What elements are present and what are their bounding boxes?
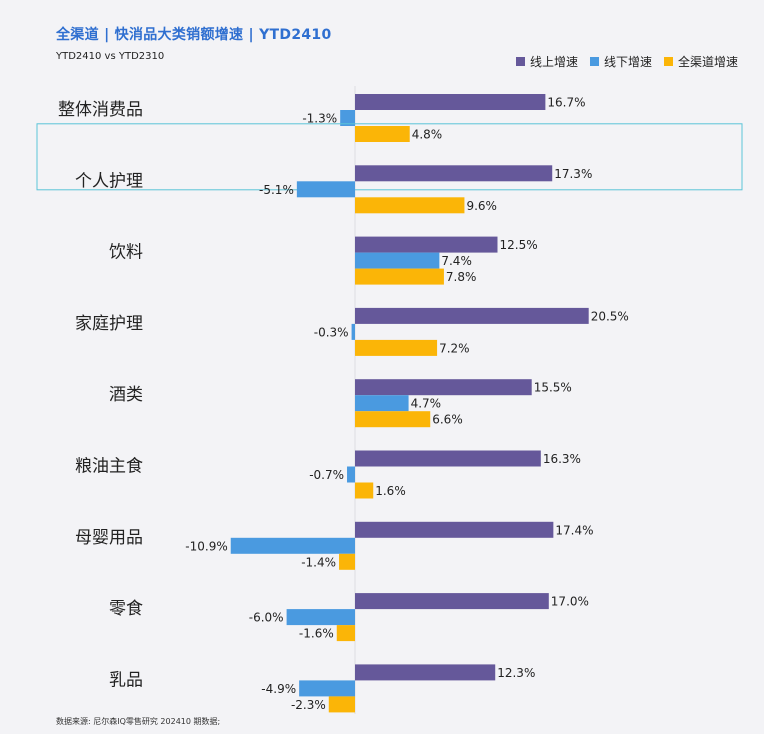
data-label-all-channel: 7.2% — [439, 341, 470, 355]
data-label-offline: -5.1% — [259, 183, 294, 197]
data-label-all-channel: -2.3% — [291, 698, 326, 712]
category-label: 个人护理 — [75, 171, 143, 191]
data-label-all-channel: 9.6% — [466, 199, 497, 213]
bar-online — [355, 165, 553, 182]
legend-swatch-offline — [589, 57, 599, 66]
legend: 线上增速 线下增速 全渠道增速 — [515, 53, 738, 70]
data-label-online: 16.7% — [547, 96, 585, 110]
data-label-online: 16.3% — [543, 452, 581, 466]
data-label-all-channel: 4.8% — [412, 128, 443, 142]
data-label-online: 20.5% — [591, 309, 629, 323]
data-label-online: 17.4% — [555, 523, 593, 537]
bar-all-channel — [355, 197, 465, 214]
bar-all-channel — [336, 625, 355, 642]
bar-all-channel — [339, 553, 355, 570]
legend-label-online: 线上增速 — [529, 55, 578, 69]
data-label-online: 15.5% — [534, 381, 572, 395]
legend-item-online: 线上增速 — [515, 53, 578, 70]
data-label-offline: 7.4% — [441, 254, 472, 268]
legend-item-all-channel: 全渠道增速 — [663, 53, 738, 70]
legend-item-offline: 线下增速 — [589, 53, 652, 70]
legend-label-all-channel: 全渠道增速 — [677, 55, 738, 69]
data-label-all-channel: 6.6% — [432, 413, 463, 427]
category-label: 母婴用品 — [75, 528, 143, 548]
legend-swatch-online — [515, 57, 525, 66]
category-label: 饮料 — [109, 243, 143, 263]
category-label: 整体消费品 — [58, 100, 143, 120]
bar-offline — [286, 609, 355, 626]
data-label-online: 17.0% — [551, 595, 589, 609]
bar-offline — [355, 252, 440, 269]
bar-offline — [296, 181, 355, 198]
data-label-online: 12.3% — [497, 666, 535, 680]
chart-title: 全渠道 | 快消品大类销额增速 | YTD2410 — [56, 27, 332, 43]
bar-all-channel — [328, 696, 355, 713]
bar-all-channel — [355, 126, 410, 142]
legend-swatch-all-channel — [663, 57, 673, 66]
bar-online — [355, 94, 546, 110]
category-label: 零食 — [109, 599, 143, 619]
bar-offline — [351, 323, 355, 340]
bar-offline — [355, 395, 409, 412]
bar-all-channel — [355, 339, 438, 356]
bar-online — [355, 521, 554, 538]
data-label-offline: -6.0% — [249, 611, 284, 625]
data-label-offline: -0.3% — [314, 325, 349, 339]
data-label-offline: 4.7% — [411, 397, 442, 411]
bar-online — [355, 307, 589, 324]
data-label-online: 17.3% — [554, 167, 592, 181]
highlight-box — [36, 123, 743, 191]
bar-all-channel — [355, 411, 431, 428]
data-label-offline: -0.7% — [309, 468, 344, 482]
bar-all-channel — [355, 268, 444, 285]
category-label: 粮油主食 — [75, 457, 143, 477]
bar-online — [355, 593, 549, 610]
legend-label-offline: 线下增速 — [603, 55, 652, 69]
data-label-offline: -1.3% — [302, 112, 337, 126]
category-label: 酒类 — [109, 385, 143, 405]
chart-subtitle: YTD2410 vs YTD2310 — [56, 51, 165, 62]
bar-all-channel — [355, 482, 374, 499]
category-label: 家庭护理 — [75, 314, 143, 334]
data-label-offline: -10.9% — [185, 539, 227, 553]
category-label: 乳品 — [109, 670, 143, 690]
bar-online — [355, 236, 498, 253]
bar-offline — [299, 680, 355, 697]
bar-online — [355, 450, 541, 467]
bar-offline — [340, 110, 355, 126]
bar-online — [355, 664, 496, 681]
data-label-online: 12.5% — [500, 238, 538, 252]
bar-offline — [347, 466, 355, 483]
data-label-all-channel: -1.4% — [301, 555, 336, 569]
data-label-all-channel: -1.6% — [299, 627, 334, 641]
data-source-note: 数据来源: 尼尔森IQ零售研究 202410 期数据; — [56, 717, 221, 726]
data-label-offline: -4.9% — [261, 682, 296, 696]
data-label-all-channel: 7.8% — [446, 270, 477, 284]
bar-offline — [230, 537, 355, 554]
bar-online — [355, 379, 532, 396]
data-label-all-channel: 1.6% — [375, 484, 406, 498]
